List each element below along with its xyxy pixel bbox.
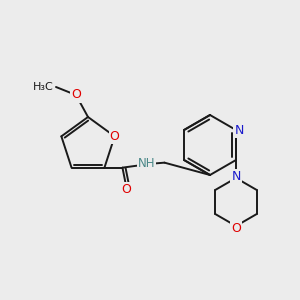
Text: H₃C: H₃C (33, 82, 54, 92)
Text: O: O (231, 221, 241, 235)
Text: O: O (110, 130, 120, 143)
Text: O: O (122, 183, 131, 196)
Text: NH: NH (138, 157, 155, 170)
Text: N: N (231, 169, 241, 182)
Text: N: N (234, 124, 244, 136)
Text: O: O (71, 88, 81, 101)
